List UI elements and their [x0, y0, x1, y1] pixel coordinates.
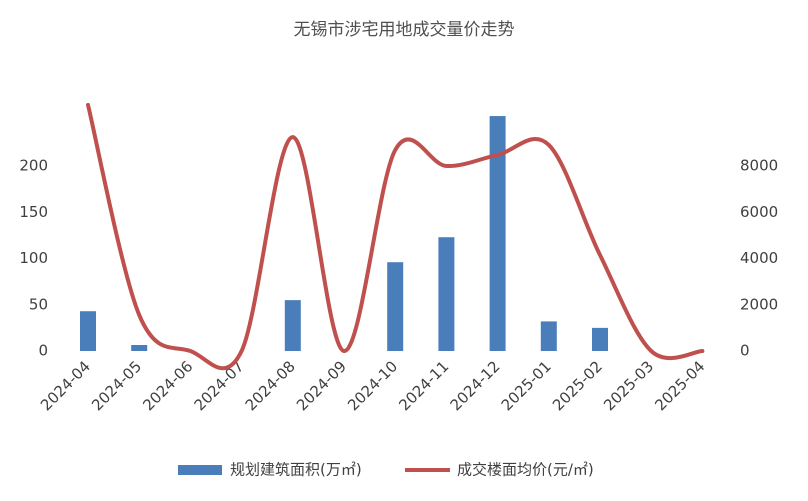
- x-tick-label: 2024-06: [139, 357, 196, 414]
- bar: [80, 311, 96, 351]
- y-tick-label: 50: [29, 295, 48, 313]
- line: [86, 102, 705, 371]
- x-tick-label: 2025-01: [498, 357, 555, 414]
- legend-label: 成交楼面均价(元/㎡): [457, 461, 594, 479]
- y2-tick-label: 4000: [740, 249, 778, 267]
- chart-title: 无锡市涉宅用地成交量价走势: [294, 20, 515, 40]
- y2-tick-label: 0: [740, 342, 750, 360]
- x-tick-label: 2025-02: [549, 357, 606, 414]
- bar: [438, 237, 455, 351]
- y-tick-label: 200: [19, 157, 48, 175]
- legend-swatch: [178, 465, 222, 475]
- bar: [489, 116, 506, 351]
- x-tick-label: 2025-04: [651, 357, 708, 414]
- x-tick-label: 2024-04: [37, 357, 94, 414]
- x-tick-label: 2024-09: [293, 357, 350, 414]
- bar: [284, 300, 301, 351]
- x-tick-label: 2024-05: [88, 357, 145, 414]
- x-tick-label: 2024-10: [344, 357, 401, 414]
- legend-label: 规划建筑面积(万㎡): [230, 461, 362, 479]
- bar: [592, 327, 608, 351]
- y2-tick-label: 6000: [740, 203, 778, 221]
- bar: [131, 344, 148, 351]
- bar: [387, 262, 404, 351]
- x-tick-label: 2025-03: [600, 357, 657, 414]
- x-tick-label: 2024-11: [395, 357, 452, 414]
- x-tick-label: 2024-08: [242, 357, 299, 414]
- y-tick-label: 0: [38, 342, 48, 360]
- y2-tick-label: 2000: [740, 295, 778, 313]
- bar: [540, 321, 557, 351]
- y-tick-label: 100: [19, 249, 48, 267]
- y-tick-label: 150: [19, 203, 48, 221]
- x-tick-label: 2024-12: [447, 357, 504, 414]
- y2-tick-label: 8000: [740, 157, 778, 175]
